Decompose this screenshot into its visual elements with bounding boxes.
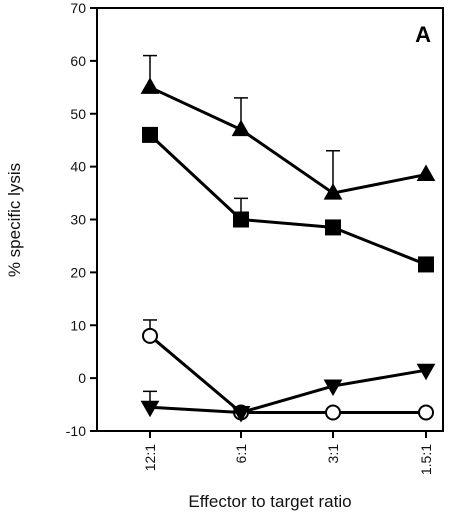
plot-frame xyxy=(96,7,444,432)
series-line xyxy=(149,334,426,414)
data-point-triangle-down xyxy=(231,405,251,423)
y-tick-label: -10 xyxy=(66,423,86,439)
y-tick-label: 50 xyxy=(70,106,86,122)
data-point-circle xyxy=(418,404,434,421)
data-point-triangle-up xyxy=(231,119,251,137)
y-tick-label: 70 xyxy=(70,0,86,16)
x-tick-label: 3:1 xyxy=(325,444,341,464)
data-point-triangle-down xyxy=(140,400,160,418)
series-2 xyxy=(142,126,434,273)
y-tick-label: 60 xyxy=(70,53,86,69)
y-tick-label: 0 xyxy=(78,370,86,386)
data-point-triangle-up xyxy=(416,164,436,182)
data-point-triangle-up xyxy=(140,77,160,94)
x-axis: 12:1 6:1 3:1 1.5:1 xyxy=(142,431,434,475)
data-point-triangle-down xyxy=(416,363,436,381)
x-tick-label: 6:1 xyxy=(233,444,249,464)
x-axis-label: Effector to target ratio xyxy=(188,492,351,511)
data-point-square xyxy=(418,256,434,273)
data-point-triangle-down xyxy=(323,379,343,397)
x-tick-label: 1.5:1 xyxy=(418,444,434,475)
series-line xyxy=(148,133,427,266)
series-1 xyxy=(140,54,436,200)
y-tick-label: 30 xyxy=(70,212,86,228)
y-tick-label: 20 xyxy=(70,264,86,280)
data-point-square xyxy=(233,211,249,228)
y-axis: -10 0 10 20 30 40 50 60 70 xyxy=(66,0,97,439)
data-point-circle xyxy=(142,327,158,344)
series-line xyxy=(149,85,427,195)
data-point-triangle-up xyxy=(323,183,343,200)
data-point-circle xyxy=(325,404,341,421)
y-tick-label: 10 xyxy=(70,317,86,333)
y-axis-label: % specific lysis xyxy=(5,163,24,277)
y-tick-label: 40 xyxy=(70,159,86,175)
series-4 xyxy=(140,363,436,423)
data-point-square xyxy=(325,219,341,236)
series-3 xyxy=(142,319,434,421)
panel-label: A xyxy=(415,22,431,47)
data-point-square xyxy=(142,126,158,143)
x-tick-label: 12:1 xyxy=(142,444,158,471)
series-line xyxy=(149,368,427,414)
series-layer xyxy=(140,54,436,423)
